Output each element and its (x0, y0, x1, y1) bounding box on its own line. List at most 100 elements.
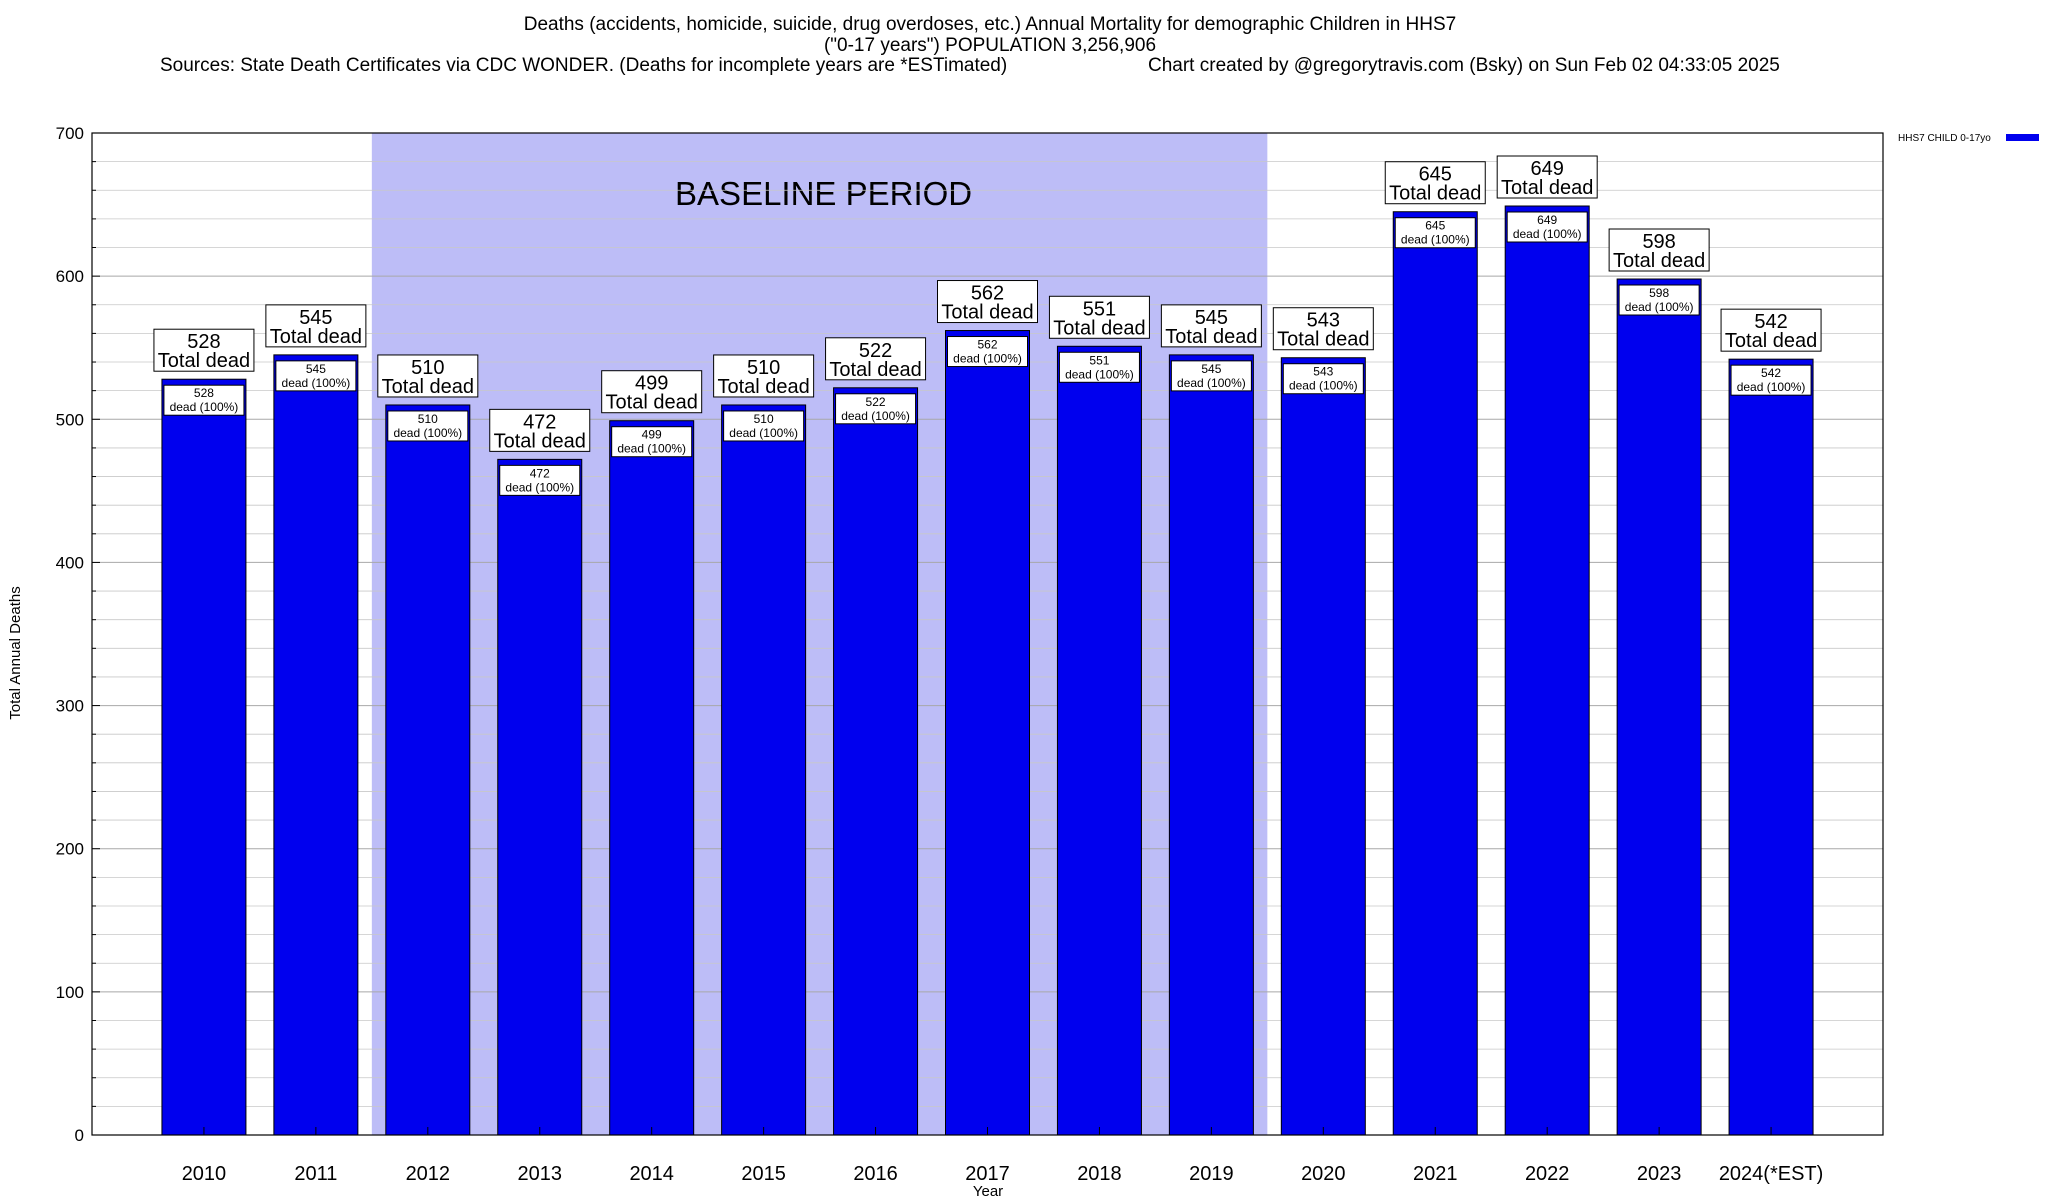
inner-label-box (499, 464, 581, 496)
inner-label-text: dead (100%) (1737, 380, 1806, 394)
baseline-region-label: BASELINE PERIOD (675, 175, 972, 212)
bar (1168, 354, 1254, 1136)
bar (1056, 345, 1142, 1136)
x-tick-label: 2018 (1077, 1163, 1122, 1185)
outer-label-text: Total dead (717, 376, 809, 398)
outer-label-value: 598 (1642, 231, 1675, 253)
inner-label-value: 649 (1537, 213, 1557, 227)
inner-label-box (947, 336, 1028, 368)
legend: HHS7 CHILD 0-17yo (1898, 133, 2039, 144)
outer-label-text: Total dead (1501, 177, 1593, 199)
inner-label-value: 545 (306, 362, 326, 376)
inner-label-text: dead (100%) (1177, 376, 1246, 390)
inner-label-text: dead (100%) (841, 409, 910, 423)
inner-label-box (835, 393, 917, 425)
bar (609, 420, 695, 1136)
outer-label-value: 542 (1754, 311, 1787, 333)
inner-label-value: 542 (1761, 366, 1781, 380)
outer-label-value: 562 (971, 283, 1004, 305)
bar (1728, 358, 1814, 1136)
inner-label-box (1730, 364, 1812, 396)
inner-label-box (163, 384, 245, 416)
bar (833, 387, 919, 1136)
inner-label-value: 522 (866, 395, 886, 409)
bar (273, 354, 359, 1136)
inner-label-text: dead (100%) (1625, 300, 1694, 314)
outer-label-box (601, 370, 703, 414)
outer-label-box (1272, 307, 1374, 351)
bar (1280, 357, 1366, 1136)
y-axis-ticks: 0 100 200 300 400 500 600 700 (56, 124, 100, 1145)
inner-label-value: 510 (418, 412, 438, 426)
inner-label-text: dead (100%) (505, 480, 574, 494)
y-axis-label: Total Annual Deaths (7, 586, 24, 719)
bar (1616, 278, 1702, 1136)
x-tick-label: 2010 (182, 1163, 227, 1185)
bar (1504, 205, 1590, 1136)
inner-label-text: dead (100%) (170, 400, 239, 414)
chart-credit: Chart created by @gregorytravis.com (Bsk… (1148, 55, 1780, 76)
inner-label-text: dead (100%) (617, 442, 686, 456)
outer-label-box (489, 408, 591, 452)
inner-label-box (723, 410, 805, 442)
inner-label-text: dead (100%) (729, 426, 798, 440)
outer-label-box (937, 280, 1038, 324)
inner-label-box (1506, 211, 1588, 243)
inner-label-text: dead (100%) (1401, 233, 1470, 247)
outer-label-box (153, 328, 255, 372)
inner-label-box (1058, 351, 1140, 383)
bar (385, 404, 471, 1136)
outer-label-box (1048, 295, 1150, 339)
outer-label-box (265, 304, 367, 348)
outer-label-value: 649 (1531, 158, 1564, 180)
x-tick-label: 2024(*EST) (1719, 1163, 1824, 1185)
outer-label-text: Total dead (382, 376, 474, 398)
x-tick-label: 2011 (294, 1163, 337, 1185)
chart-sources: Sources: State Death Certificates via CD… (160, 55, 1007, 76)
bars (161, 205, 1814, 1136)
inner-label-box (1282, 363, 1364, 395)
inner-label-box (275, 360, 357, 392)
chart-title: Deaths (accidents, homicide, suicide, dr… (524, 14, 1457, 35)
inner-label-value: 510 (754, 412, 774, 426)
inner-label-text: dead (100%) (1065, 367, 1134, 381)
inner-label-value: 562 (977, 338, 997, 352)
inner-label-value: 551 (1089, 353, 1109, 367)
outer-label-value: 472 (523, 411, 556, 433)
inner-label-box (387, 410, 469, 442)
x-tick-label: 2023 (1637, 1163, 1682, 1185)
y-tick-label: 300 (56, 697, 84, 716)
inner-label-box (611, 426, 693, 458)
outer-label-box (1160, 304, 1262, 348)
x-tick-label: 2020 (1301, 1163, 1346, 1185)
inner-label-text: dead (100%) (1513, 227, 1582, 241)
y-tick-label: 700 (56, 124, 84, 143)
x-axis-ticks: 2010 2011 2012 2013 2014 2015 2016 2017 2018 2019… (182, 1127, 1824, 1185)
x-tick-label: 2021 (1413, 1163, 1458, 1185)
outer-label-text: Total dead (829, 359, 921, 381)
y-tick-label: 200 (56, 840, 84, 859)
outer-label-value: 545 (1195, 307, 1228, 329)
outer-label-text: Total dead (1165, 326, 1257, 348)
inner-label-text: dead (100%) (1289, 379, 1358, 393)
x-axis-label: Year (973, 1183, 1003, 1200)
outer-label-text: Total dead (1389, 183, 1481, 205)
inner-label-value: 543 (1313, 365, 1333, 379)
inner-label-text: dead (100%) (393, 426, 462, 440)
y-tick-label: 100 (56, 983, 84, 1002)
inner-label-value: 545 (1201, 362, 1221, 376)
x-tick-label: 2022 (1525, 1163, 1570, 1185)
outer-label-value: 551 (1083, 298, 1116, 320)
inner-label-box (1618, 284, 1700, 316)
outer-label-box (825, 337, 927, 381)
x-tick-label: 2012 (406, 1163, 451, 1185)
bar (721, 404, 807, 1136)
outer-label-text: Total dead (1053, 317, 1145, 339)
x-tick-label: 2014 (629, 1163, 674, 1185)
bar (1392, 211, 1478, 1136)
inner-label-value: 598 (1649, 286, 1669, 300)
outer-label-box (1720, 308, 1822, 352)
inner-label-text: dead (100%) (282, 376, 351, 390)
y-tick-label: 600 (56, 267, 84, 286)
